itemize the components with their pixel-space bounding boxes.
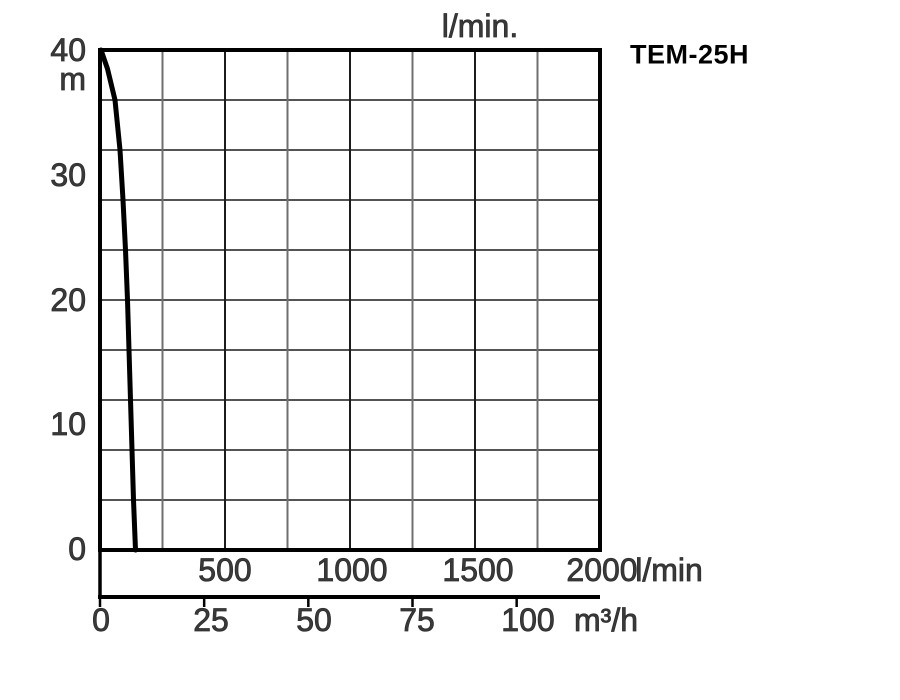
y-tick-40: 40: [50, 32, 86, 68]
y-axis-unit: m: [59, 61, 86, 97]
m3h-axis-unit: m³/h: [574, 602, 639, 638]
m3h-tick-50: 50: [296, 602, 332, 638]
lmin-tick-500: 500: [198, 552, 252, 588]
lmin-tick-1500: 1500: [442, 552, 514, 588]
pump-head-flow-curve: [98, 47, 138, 553]
top-axis-unit-lmin: l/min.: [441, 8, 519, 44]
m3h-tick-100: 100: [501, 602, 555, 638]
lmin-tick-1000: 1000: [316, 552, 388, 588]
plot-border: [98, 48, 602, 552]
m3h-tick-0: 0: [92, 602, 111, 638]
lmin-axis-unit: l/min: [635, 552, 703, 588]
m3h-tick-75: 75: [399, 602, 435, 638]
lmin-tick-2000: 2000: [566, 552, 638, 588]
y-tick-0: 0: [68, 531, 87, 567]
y-tick-10: 10: [50, 406, 86, 442]
m3h-tick-25: 25: [193, 602, 229, 638]
chart-title: TEM-25H: [630, 39, 750, 70]
y-tick-30: 30: [50, 157, 86, 193]
y-tick-20: 20: [50, 282, 86, 318]
